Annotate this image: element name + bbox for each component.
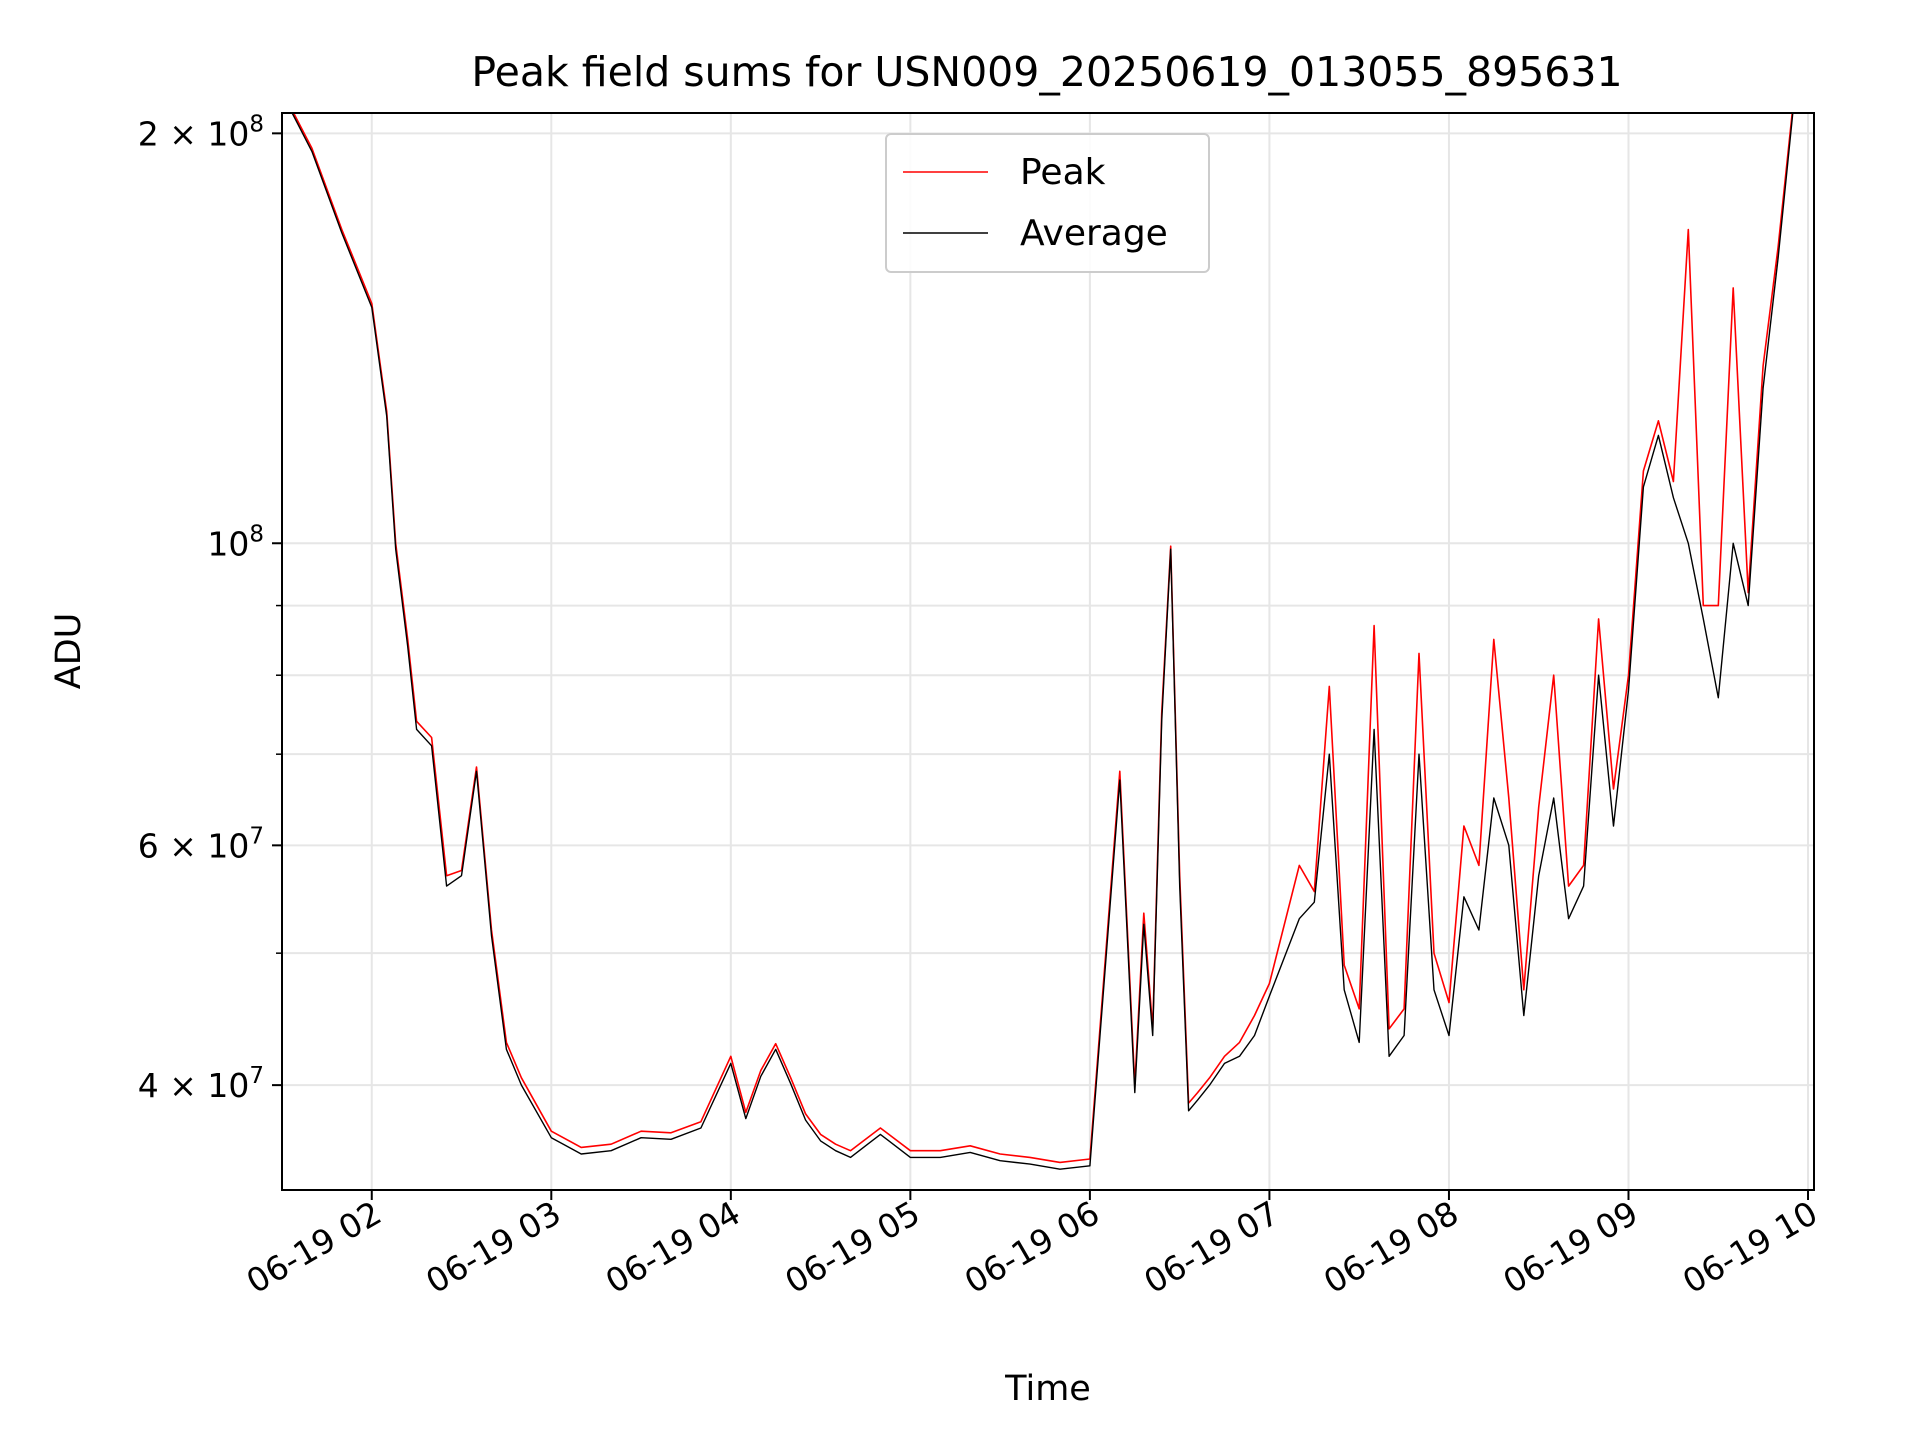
x-tick-label: 06-19 07: [1137, 1193, 1285, 1301]
legend: Peak Average: [885, 133, 1210, 273]
legend-label-peak: Peak: [1020, 152, 1106, 193]
x-tick-label: 06-19 05: [778, 1193, 926, 1301]
y-tick-label-exponent: 8: [249, 111, 264, 137]
plot-frame: [281, 112, 1815, 1191]
x-tick-label: 06-19 10: [1676, 1193, 1824, 1301]
y-tick-label-base: 6 × 10: [138, 826, 250, 865]
y-tick-label-base: 4 × 10: [138, 1066, 250, 1105]
y-tick-label: 6 × 107: [138, 823, 264, 865]
x-tick-label: 06-19 08: [1317, 1193, 1465, 1301]
x-tick-label: 06-19 09: [1496, 1193, 1644, 1301]
y-tick-label: 108: [207, 521, 264, 563]
y-tick-label-exponent: 8: [249, 521, 264, 547]
y-tick-label-base: 10: [207, 524, 249, 563]
y-tick-label-exponent: 7: [249, 1063, 264, 1089]
plot-lines: [291, 113, 1794, 1170]
y-tick-label-base: 2 × 10: [138, 114, 250, 153]
series-line-average: [291, 113, 1794, 1170]
x-tick-label: 06-19 04: [599, 1193, 747, 1301]
legend-box: [885, 133, 1210, 273]
y-tick-label-exponent: 7: [249, 823, 264, 849]
x-tick-label: 06-19 02: [240, 1193, 388, 1301]
x-axis-label: Time: [1004, 1369, 1091, 1409]
y-axis-label: ADU: [49, 613, 89, 690]
x-tick-label: 06-19 03: [419, 1193, 567, 1301]
chart-title: Peak field sums for USN009_20250619_0130…: [471, 48, 1622, 96]
x-axis: 06-19 02 06-19 03 06-19 04 06-19 05 06-19 06…: [240, 1190, 1824, 1301]
y-tick-label: 4 × 107: [138, 1063, 264, 1105]
legend-label-average: Average: [1020, 213, 1168, 254]
grid: [282, 113, 1814, 1190]
y-tick-label: 2 × 108: [138, 111, 264, 153]
x-tick-label: 06-19 06: [958, 1193, 1106, 1301]
